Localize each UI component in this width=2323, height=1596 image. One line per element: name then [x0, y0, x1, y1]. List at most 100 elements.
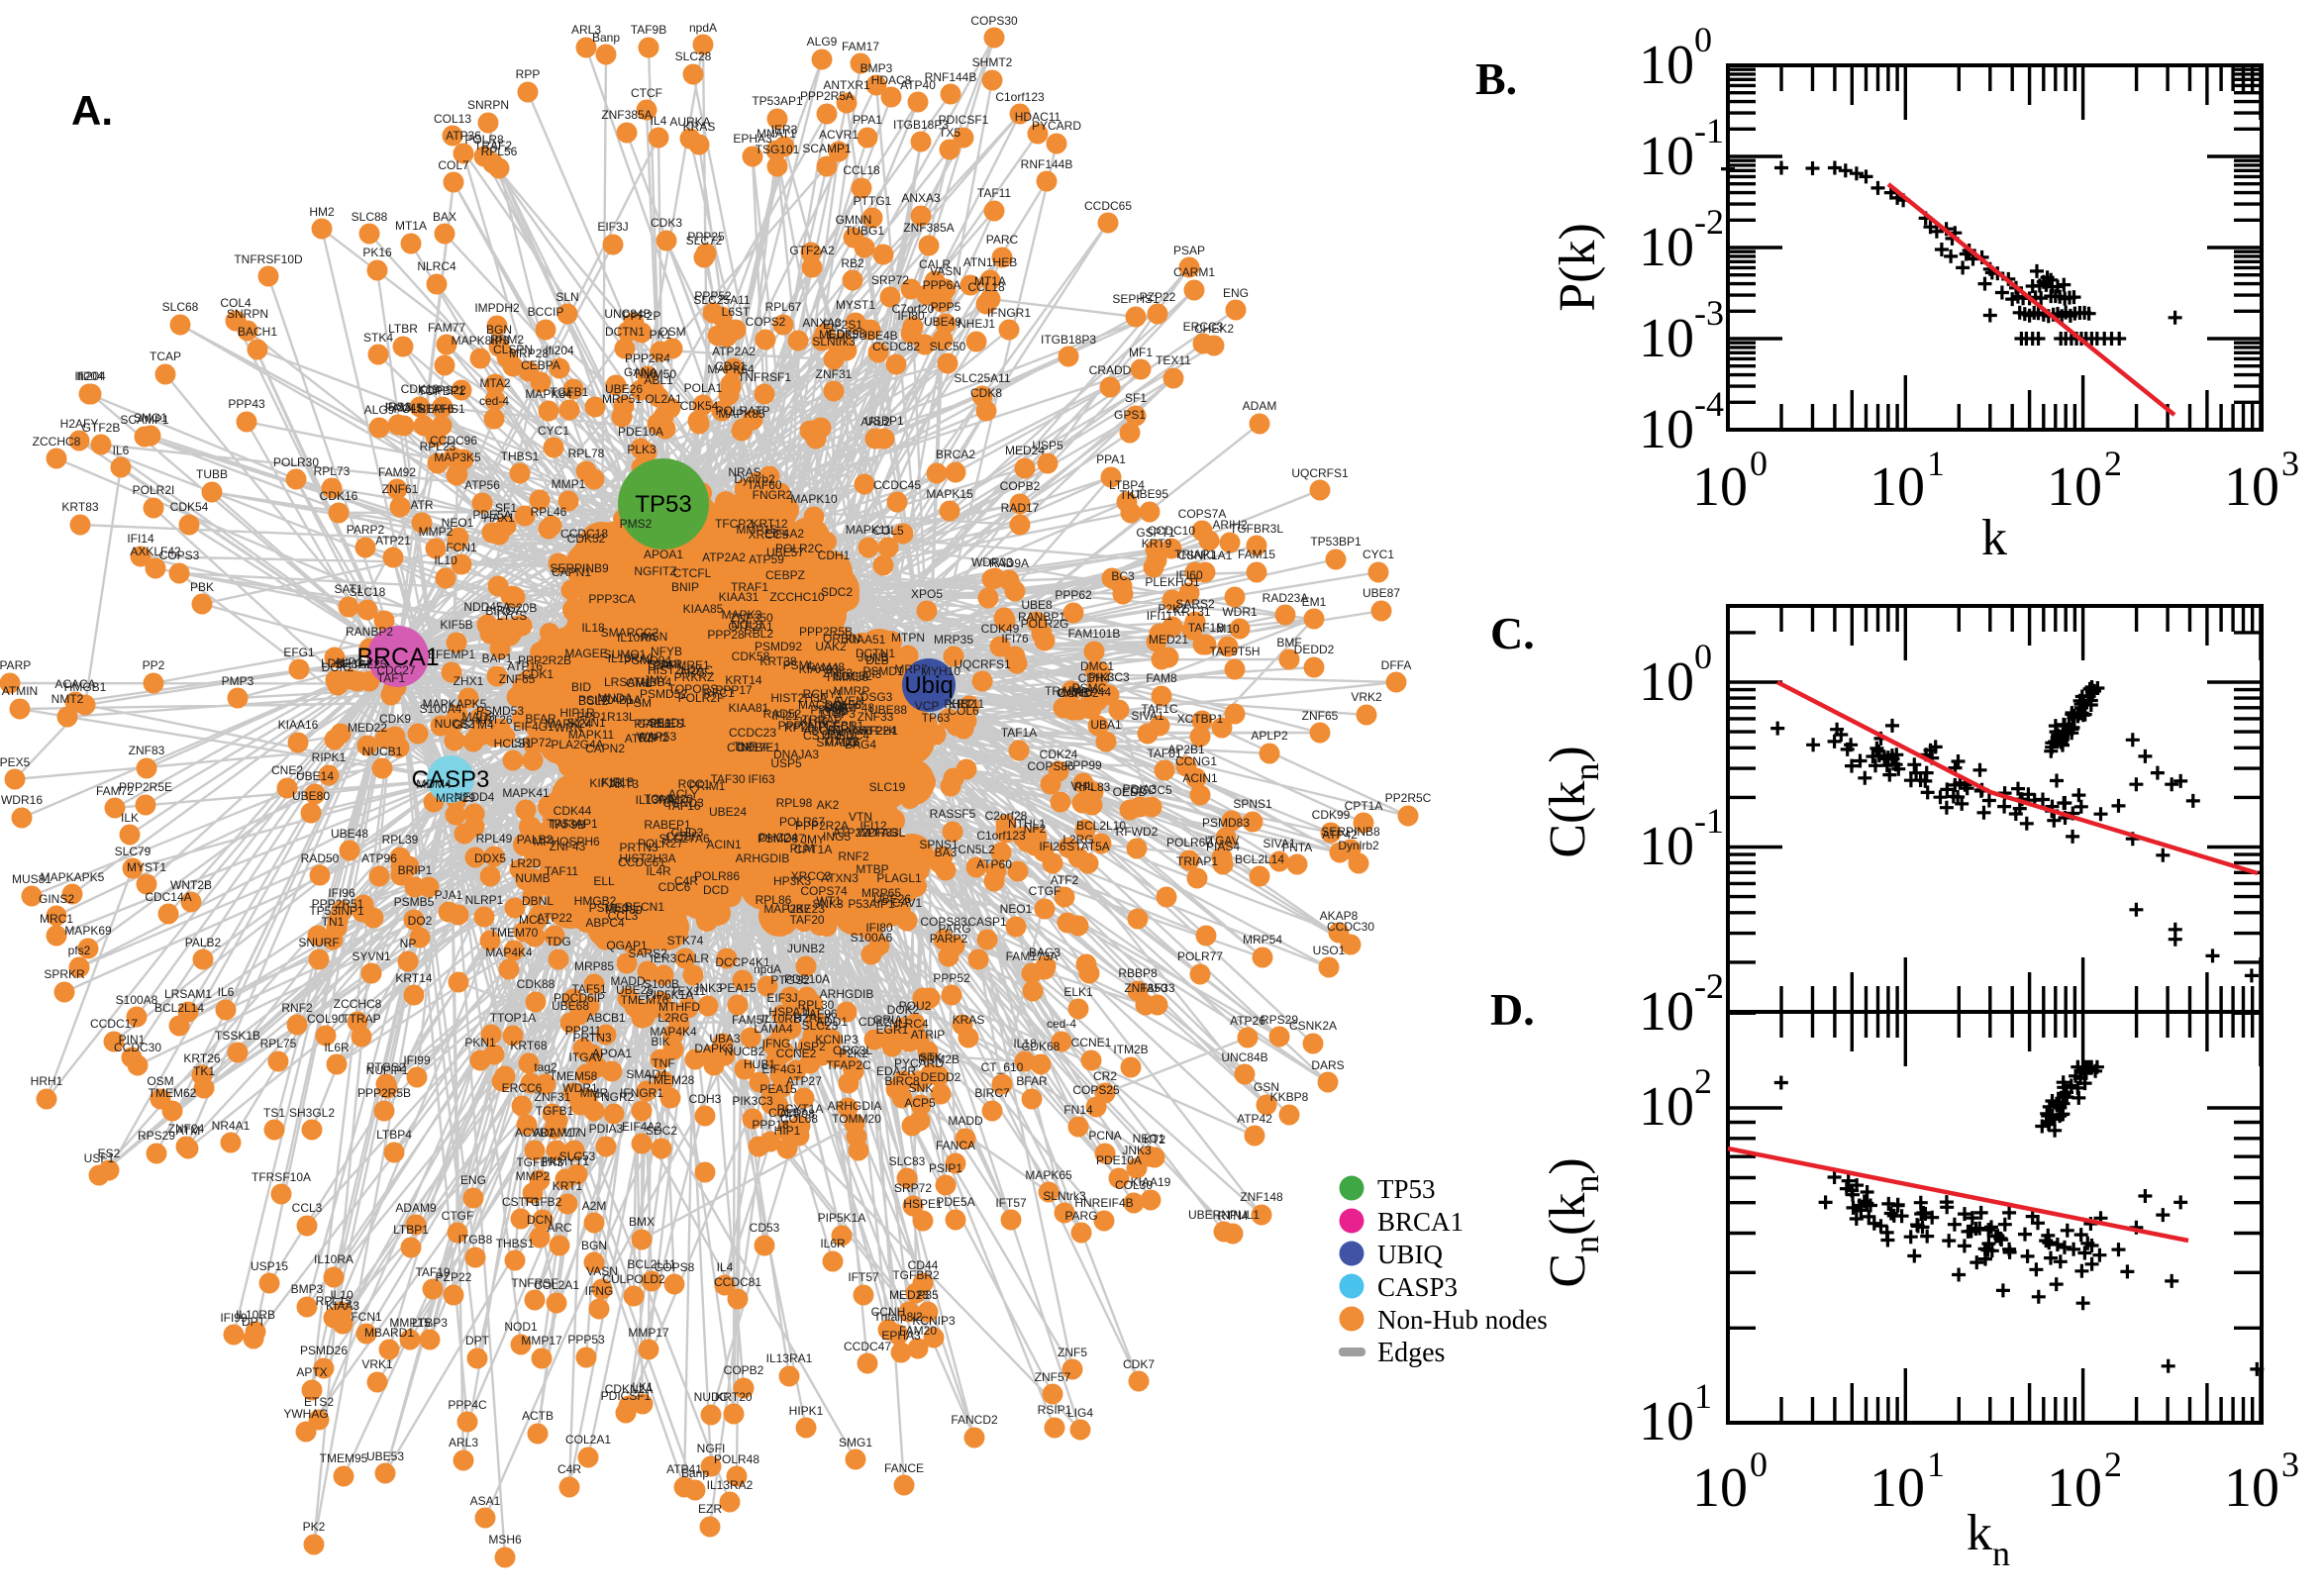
svg-text:BAG3: BAG3: [1029, 946, 1060, 959]
svg-text:RNF144B: RNF144B: [1021, 157, 1073, 171]
svg-text:MRP65: MRP65: [861, 886, 901, 900]
svg-text:CAV1: CAV1: [892, 896, 923, 910]
svg-text:TAF9B: TAF9B: [631, 23, 666, 37]
svg-text:CCDC23: CCDC23: [729, 726, 776, 740]
svg-text:ZCCHC8: ZCCHC8: [334, 997, 382, 1011]
svg-text:SLC19: SLC19: [869, 780, 906, 794]
svg-text:COPS25: COPS25: [1072, 1083, 1120, 1097]
svg-text:MRP28: MRP28: [509, 347, 549, 360]
svg-text:KRT12: KRT12: [751, 517, 787, 531]
svg-text:LTBP4: LTBP4: [1109, 478, 1145, 492]
svg-text:ELK1: ELK1: [1063, 985, 1093, 999]
svg-text:L6ST: L6ST: [722, 305, 751, 319]
svg-text:LK1: LK1: [632, 1380, 654, 1394]
svg-text:PZP22: PZP22: [436, 1270, 472, 1284]
svg-text:S100B: S100B: [644, 977, 679, 991]
svg-text:PKMYT1: PKMYT1: [542, 1154, 589, 1168]
svg-text:ACVR1: ACVR1: [515, 1126, 555, 1140]
svg-text:SRP72: SRP72: [894, 1181, 932, 1195]
svg-text:HRH1: HRH1: [31, 1074, 63, 1088]
svg-text:BNIP: BNIP: [671, 580, 699, 594]
svg-text:SARS2: SARS2: [1175, 597, 1215, 611]
svg-text:WDR33L: WDR33L: [858, 826, 906, 840]
svg-text:Non-Hub nodes: Non-Hub nodes: [1377, 1305, 1548, 1335]
svg-text:PPP18: PPP18: [752, 1118, 789, 1132]
svg-text:MAPK69: MAPK69: [64, 924, 112, 938]
svg-text:SPRKR: SPRKR: [44, 967, 85, 981]
svg-text:IL6R: IL6R: [820, 1237, 846, 1250]
svg-text:CDK7: CDK7: [1123, 1357, 1155, 1371]
svg-text:EGR1: EGR1: [876, 1023, 909, 1037]
svg-text:MAPK3: MAPK3: [722, 608, 762, 622]
svg-text:TIMM50: TIMM50: [825, 670, 868, 684]
svg-text:VASN: VASN: [930, 264, 961, 278]
svg-text:UQCRFS1: UQCRFS1: [1291, 466, 1349, 480]
svg-text:CLSPN: CLSPN: [493, 343, 533, 356]
svg-text:DARS: DARS: [1311, 1058, 1344, 1072]
svg-text:MAPK24: MAPK24: [545, 717, 592, 731]
svg-text:DMC1: DMC1: [1080, 659, 1114, 673]
svg-text:ZNF148: ZNF148: [1240, 1190, 1283, 1204]
svg-text:SMAD3: SMAD3: [816, 736, 858, 749]
svg-text:RAD50: RAD50: [301, 851, 340, 865]
svg-text:KRT1: KRT1: [553, 1179, 583, 1193]
svg-text:BC3: BC3: [1111, 569, 1135, 583]
svg-text:MBARD1: MBARD1: [364, 1326, 414, 1340]
svg-text:IL10: IL10: [330, 1288, 354, 1302]
svg-text:PK1: PK1: [650, 328, 672, 342]
svg-text:SNK: SNK: [909, 1081, 934, 1095]
svg-text:10: 10: [1639, 35, 1694, 96]
svg-text:SCAMP1: SCAMP1: [802, 142, 852, 155]
svg-text:TCAP: TCAP: [646, 658, 677, 672]
svg-text:MTBP: MTBP: [856, 862, 888, 876]
svg-text:CDK58: CDK58: [732, 649, 770, 663]
svg-text:SRP72: SRP72: [871, 273, 909, 287]
svg-text:OSM: OSM: [147, 1074, 173, 1088]
svg-text:RNF144B: RNF144B: [925, 70, 977, 84]
svg-text:XPO5: XPO5: [911, 587, 943, 601]
svg-text:XRCC3: XRCC3: [791, 869, 832, 883]
svg-text:PPP5: PPP5: [931, 300, 961, 314]
svg-text:ABPC4: ABPC4: [585, 916, 625, 930]
svg-text:SNRPN: SNRPN: [227, 307, 268, 321]
svg-text:NUCB1: NUCB1: [362, 745, 403, 758]
svg-text:ZNF24: ZNF24: [168, 1122, 205, 1136]
svg-text:UBIQ: UBIQ: [1377, 1240, 1443, 1269]
svg-text:KIAA51: KIAA51: [846, 633, 886, 647]
svg-text:CDK54: CDK54: [170, 500, 209, 514]
svg-text:POLR77: POLR77: [1177, 949, 1223, 963]
svg-text:COL90: COL90: [307, 1012, 345, 1026]
svg-text:ACVR1: ACVR1: [819, 128, 858, 142]
svg-text:CDC27: CDC27: [376, 663, 416, 677]
svg-text:DEDD2: DEDD2: [921, 1070, 961, 1084]
svg-text:ITGB18P3: ITGB18P3: [1041, 333, 1096, 347]
svg-text:BCL2L14: BCL2L14: [1235, 852, 1284, 866]
svg-text:npdA: npdA: [754, 962, 781, 976]
svg-text:DCTN1: DCTN1: [605, 325, 645, 339]
svg-text:ZNF61: ZNF61: [382, 482, 419, 496]
svg-text:ITM2B: ITM2B: [825, 735, 859, 748]
svg-text:WDR16: WDR16: [1, 793, 43, 807]
svg-text:DPT: DPT: [465, 1334, 490, 1347]
svg-text:ERCC3: ERCC3: [1183, 320, 1224, 334]
svg-text:IFI99: IFI99: [403, 1053, 431, 1067]
svg-text:TRIAP1: TRIAP1: [1174, 548, 1216, 561]
svg-text:MAPK41: MAPK41: [502, 786, 550, 800]
svg-text:PSMB5: PSMB5: [394, 895, 435, 909]
svg-text:SLC27A6: SLC27A6: [658, 832, 710, 846]
svg-text:PPP1R13L: PPP1R13L: [576, 710, 636, 724]
svg-text:KIAA81: KIAA81: [729, 701, 769, 715]
svg-text:10: 10: [1639, 1076, 1694, 1138]
svg-text:ACIN1: ACIN1: [1182, 771, 1218, 785]
svg-text:ATP42: ATP42: [1322, 828, 1358, 842]
svg-text:APOA1: APOA1: [644, 548, 683, 561]
svg-text:FANCA: FANCA: [936, 1139, 975, 1152]
svg-text:IL13RA1: IL13RA1: [636, 793, 682, 807]
svg-text:ANTXR1: ANTXR1: [823, 78, 870, 92]
svg-text:PLA2G4A: PLA2G4A: [551, 738, 603, 751]
svg-text:NUCB2: NUCB2: [435, 717, 475, 731]
svg-text:UBE48: UBE48: [331, 827, 368, 841]
svg-text:MACDC106: MACDC106: [798, 698, 861, 712]
svg-text:ELL: ELL: [593, 874, 615, 888]
svg-text:RANBP2: RANBP2: [346, 625, 393, 639]
